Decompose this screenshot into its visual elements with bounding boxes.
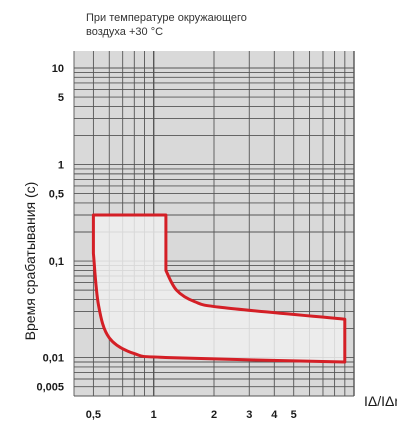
y-axis-ticks: 10 5 1 0,5 0,1 0,01 0,005 <box>36 63 64 394</box>
y-tick-label: 0,1 <box>49 256 64 268</box>
x-tick-label: 5 <box>291 409 297 421</box>
x-tick-label: 3 <box>246 409 252 421</box>
chart-subtitle-line-1: При температуре окружающего <box>86 12 247 24</box>
x-axis-ticks: 0,5 1 2 3 4 5 <box>86 409 297 421</box>
x-tick-label: 0,5 <box>86 409 101 421</box>
y-axis-label: Время срабатывания (с) <box>22 182 38 341</box>
x-axis-label: IΔ/IΔn <box>364 393 397 409</box>
x-tick-label: 4 <box>271 409 278 421</box>
trip-time-region <box>91 213 347 364</box>
y-tick-label: 0,005 <box>36 382 64 394</box>
y-tick-label: 0,01 <box>43 353 64 365</box>
x-tick-label: 2 <box>211 409 217 421</box>
y-tick-label: 0,5 <box>49 189 64 201</box>
x-tick-label: 1 <box>151 409 157 421</box>
chart-subtitle-line-2: воздуха +30 °C <box>86 26 163 38</box>
y-tick-label: 10 <box>52 63 64 75</box>
y-tick-label: 1 <box>58 160 64 172</box>
y-tick-label: 5 <box>58 92 64 104</box>
